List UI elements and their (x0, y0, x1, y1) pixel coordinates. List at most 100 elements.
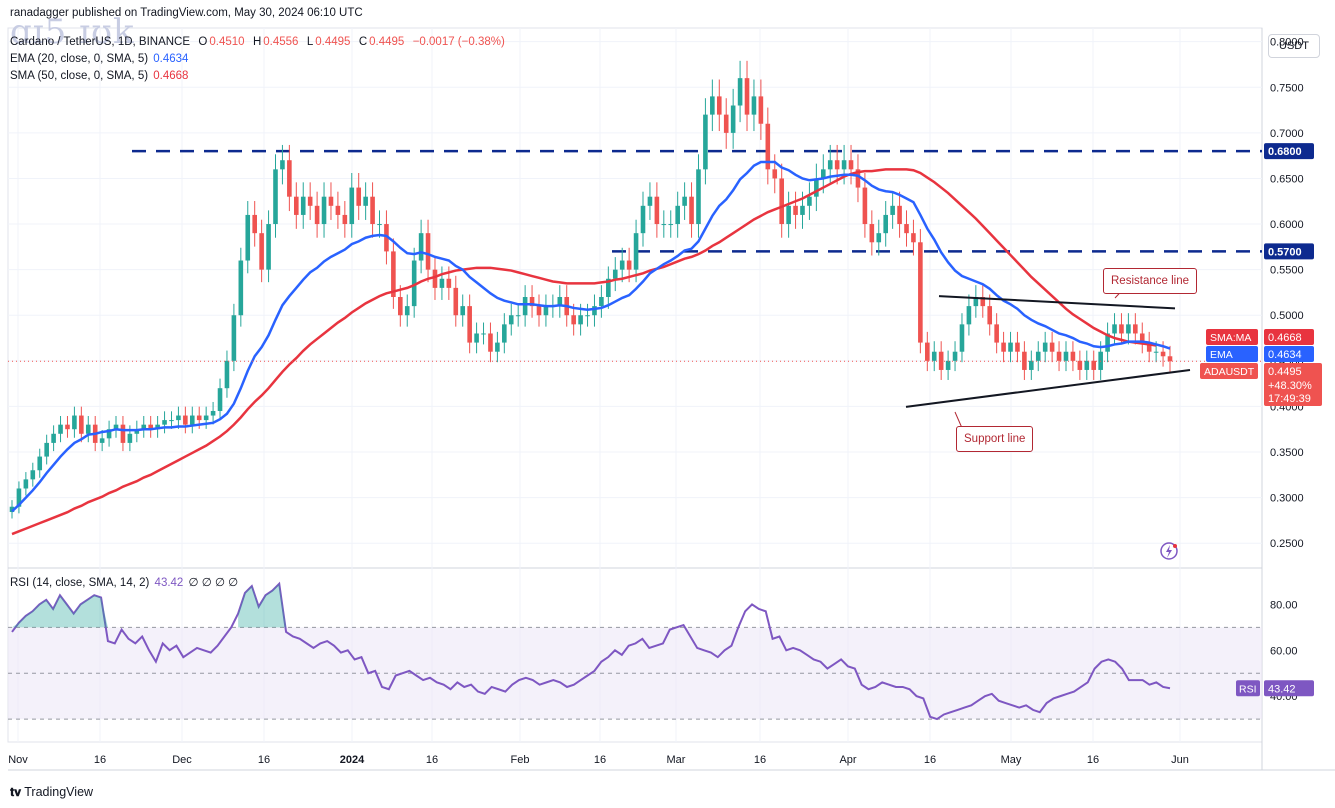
candle-body[interactable] (952, 351, 958, 361)
candle-body[interactable] (869, 224, 875, 243)
candle-body[interactable] (321, 196, 327, 225)
candle-body[interactable] (834, 160, 840, 170)
candle-body[interactable] (1015, 342, 1020, 352)
candle-body[interactable] (370, 196, 375, 225)
candle-body[interactable] (585, 315, 590, 317)
candle-body[interactable] (730, 105, 736, 133)
candle-body[interactable] (793, 205, 798, 215)
candle-body[interactable] (654, 196, 660, 225)
candle-body[interactable] (210, 410, 216, 416)
candle-body[interactable] (668, 224, 674, 226)
symbol-name[interactable]: Cardano / TetherUS, 1D, BINANCE (10, 36, 191, 48)
candle-body[interactable] (238, 260, 244, 316)
candle-body[interactable] (827, 160, 833, 170)
candle-body[interactable] (1119, 324, 1124, 334)
candle-body[interactable] (287, 160, 292, 197)
candle-body[interactable] (342, 214, 348, 225)
candle-body[interactable] (883, 214, 889, 234)
candle-body[interactable] (557, 297, 563, 307)
candle-body[interactable] (1029, 360, 1034, 370)
candle-body[interactable] (1126, 324, 1131, 334)
candle-body[interactable] (446, 278, 452, 288)
candle-body[interactable] (703, 114, 708, 170)
candle-body[interactable] (363, 196, 368, 206)
candle-body[interactable] (973, 297, 979, 307)
candle-body[interactable] (1001, 342, 1006, 352)
candle-body[interactable] (356, 187, 362, 206)
candle-body[interactable] (1160, 351, 1166, 357)
candle-body[interactable] (418, 233, 424, 261)
candle-body[interactable] (675, 205, 680, 225)
candle-body[interactable] (779, 178, 784, 225)
candle-body[interactable] (217, 388, 223, 411)
candle-body[interactable] (522, 297, 528, 316)
candle-body[interactable] (203, 415, 209, 421)
candle-body[interactable] (377, 224, 382, 226)
candle-body[interactable] (467, 306, 472, 343)
candle-body[interactable] (169, 420, 174, 422)
candle-body[interactable] (391, 251, 396, 297)
candle-body[interactable] (328, 196, 334, 206)
candle-body[interactable] (966, 306, 972, 325)
candle-body[interactable] (425, 233, 431, 270)
candle-body[interactable] (72, 415, 77, 430)
candle-body[interactable] (127, 433, 133, 443)
candle-body[interactable] (744, 78, 750, 115)
candle-body[interactable] (1084, 360, 1090, 370)
candle-body[interactable] (800, 205, 805, 215)
candle-body[interactable] (786, 205, 791, 225)
candle-body[interactable] (529, 297, 535, 307)
candle-body[interactable] (862, 187, 868, 225)
candle-body[interactable] (1063, 351, 1069, 361)
candle-body[interactable] (252, 214, 257, 234)
candle-body[interactable] (640, 205, 646, 234)
candle-body[interactable] (58, 424, 63, 434)
candle-body[interactable] (106, 429, 112, 439)
candle-body[interactable] (148, 424, 153, 430)
candle-body[interactable] (37, 456, 43, 471)
candle-body[interactable] (1139, 333, 1145, 343)
candle-body[interactable] (751, 96, 757, 115)
candle-body[interactable] (612, 269, 618, 279)
candle-body[interactable] (439, 278, 445, 288)
candle-body[interactable] (134, 429, 140, 434)
candle-body[interactable] (349, 187, 355, 225)
candle-body[interactable] (460, 306, 466, 316)
candle-body[interactable] (307, 196, 313, 206)
candle-body[interactable] (85, 424, 91, 434)
candle-body[interactable] (696, 169, 701, 225)
candle-body[interactable] (890, 205, 895, 215)
candle-body[interactable] (398, 297, 403, 316)
candle-body[interactable] (689, 196, 694, 225)
candle-body[interactable] (44, 442, 49, 457)
candle-body[interactable] (710, 96, 715, 115)
sma-legend[interactable]: SMA (50, close, 0, SMA, 5) 0.4668 (10, 70, 189, 82)
candle-body[interactable] (626, 260, 632, 270)
candle-body[interactable] (141, 424, 147, 430)
candle-body[interactable] (16, 488, 22, 507)
candle-body[interactable] (231, 315, 237, 361)
candle-body[interactable] (945, 360, 951, 370)
candle-body[interactable] (876, 233, 882, 243)
candle-body[interactable] (647, 196, 653, 206)
candle-body[interactable] (502, 324, 507, 343)
candle-body[interactable] (938, 351, 944, 370)
currency-button[interactable]: USDT (1268, 34, 1320, 58)
candle-body[interactable] (959, 324, 965, 352)
candle-body[interactable] (765, 123, 771, 170)
candle-body[interactable] (411, 260, 417, 307)
candle-body[interactable] (23, 479, 29, 489)
candle-body[interactable] (987, 306, 993, 325)
candle-body[interactable] (515, 315, 521, 317)
candle-body[interactable] (1167, 356, 1173, 362)
candle-body[interactable] (841, 160, 847, 170)
candle-body[interactable] (758, 96, 764, 124)
candle-body[interactable] (1049, 342, 1055, 352)
candle-body[interactable] (508, 315, 514, 325)
candle-body[interactable] (474, 333, 479, 343)
candle-body[interactable] (1146, 342, 1152, 352)
candle-body[interactable] (120, 424, 126, 443)
candle-body[interactable] (723, 114, 729, 133)
candle-body[interactable] (481, 333, 486, 335)
